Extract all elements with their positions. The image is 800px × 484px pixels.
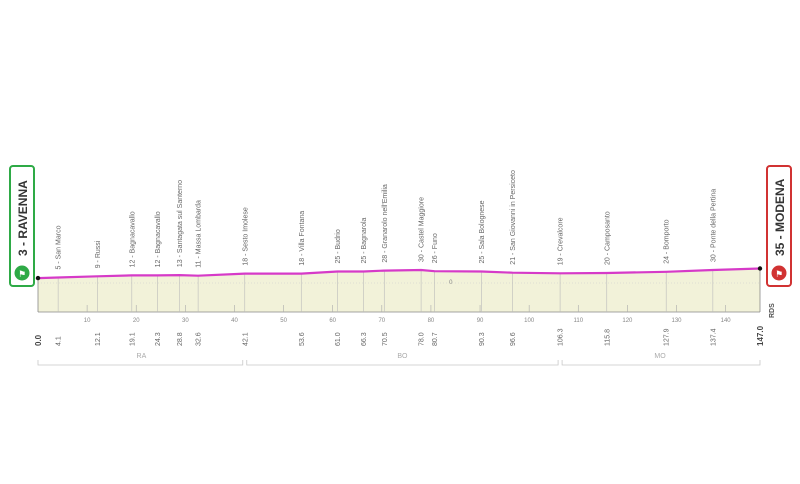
waypoint-km-label: 42.1 [242, 332, 249, 346]
waypoint-place-label: 18 - Villa Fontana [299, 211, 306, 266]
x-tick-label: 140 [721, 318, 732, 324]
waypoint-place-label: 28 - Granarolo nell'Emilia [382, 184, 389, 262]
waypoint-km-label: 4.1 [56, 336, 63, 346]
start-finish-markers: 3 - RAVENNA ⚑ 0.0 35 - MODENA ⚑ 147.0 RDS [9, 165, 792, 346]
waypoint-km-label: 19.1 [129, 332, 136, 346]
waypoint-labels: 5 - San Marco 4.1 9 - Russi 12.1 12 - Bagnac… [56, 170, 718, 346]
waypoint-km-label: 24.3 [155, 332, 162, 346]
waypoint-drop-lines [57, 270, 714, 312]
x-tick-label: 110 [573, 318, 583, 324]
x-tick-label: 40 [231, 318, 238, 324]
start-town-label: 3 - RAVENNA [16, 180, 30, 256]
x-axis-ticks: 10 20 30 40 50 60 70 80 90 100 110 120 130 140 [84, 305, 732, 324]
x-tick-label: 100 [524, 318, 535, 324]
profile-line [37, 267, 761, 280]
x-tick-label: 130 [671, 318, 682, 324]
x-tick-label: 50 [280, 318, 287, 324]
region-bracket [246, 360, 559, 366]
region-label: MO [654, 353, 666, 360]
finish-badge [771, 265, 787, 281]
x-tick-label: 30 [182, 318, 189, 324]
brand-logo: RDS [769, 303, 776, 318]
x-tick-label: 60 [329, 318, 336, 324]
profile-area-fill [38, 268, 760, 312]
waypoint-km-label: 80.7 [432, 332, 439, 346]
finish-town-label: 35 - MODENA [773, 178, 787, 256]
x-tick-label: 10 [84, 318, 91, 324]
waypoint-km-label: 137.4 [710, 328, 717, 346]
start-dot [35, 275, 41, 281]
region-label: RA [137, 353, 147, 360]
profile-line-group [37, 267, 761, 280]
waypoint-place-label: 26 - Funo [432, 233, 439, 263]
x-tick-label: 80 [428, 318, 435, 324]
waypoint-place-label: 19 - Crevalcore [558, 217, 565, 265]
waypoint-place-label: 12 - Bagnacavallo [155, 211, 162, 267]
waypoint-km-label: 70.5 [382, 332, 389, 346]
waypoint-place-label: 18 - Sesto Imolese [242, 207, 249, 265]
finish-label-box [766, 165, 792, 287]
waypoint-km-label: 61.0 [335, 332, 342, 346]
waypoint-km-label: 66.3 [361, 332, 368, 346]
waypoint-place-label: 25 - Sala Bolognese [479, 200, 486, 263]
waypoint-km-label: 90.3 [479, 332, 486, 346]
x-tick-label: 90 [477, 318, 484, 324]
x-tick-label: 20 [133, 318, 140, 324]
waypoint-km-label: 12.1 [95, 332, 102, 346]
profile-area [37, 268, 761, 313]
waypoint-km-label: 28.8 [177, 332, 184, 346]
waypoint-km-label: 115.8 [604, 329, 611, 346]
x-tick-label: 120 [622, 318, 633, 324]
waypoint-km-label: 106.3 [558, 328, 565, 346]
region-bracket [561, 360, 761, 366]
waypoint-place-label: 25 - Budrio [335, 229, 342, 263]
waypoint-km-label: 32.6 [196, 332, 203, 346]
waypoint-place-label: 9 - Russi [95, 240, 102, 268]
finish-flag-icon: ⚑ [775, 270, 783, 280]
waypoint-place-label: 13 - Santagata sul Santerno [177, 180, 184, 267]
finish-dot [757, 266, 763, 271]
start-km-label: 0.0 [34, 334, 43, 346]
region-brackets: RA BO MO [37, 353, 761, 366]
waypoint-km-label: 96.6 [510, 332, 517, 346]
waypoint-place-label: 20 - Camposanto [604, 211, 611, 265]
start-flag-icon: ⚑ [18, 270, 26, 280]
finish-km-label: 147.0 [756, 325, 765, 346]
waypoint-place-label: 11 - Massa Lombarda [196, 200, 203, 268]
waypoint-km-label: 53.6 [299, 332, 306, 346]
start-badge [14, 265, 30, 281]
waypoint-place-label: 25 - Bagnarola [361, 217, 368, 263]
profile-marker-note: 0 [449, 280, 453, 286]
waypoint-place-label: 30 - Castel Maggiore [419, 197, 426, 262]
region-bracket [37, 360, 244, 366]
region-label: BO [397, 353, 408, 360]
waypoint-place-label: 12 - Bagnacavallo [129, 211, 136, 267]
waypoint-place-label: 5 - San Marco [56, 225, 63, 269]
waypoint-place-label: 30 - Ponte della Pertina [710, 189, 717, 262]
waypoint-place-label: 24 - Bomporto [664, 219, 671, 263]
waypoint-place-label: 21 - San Giovanni in Persiceto [510, 170, 517, 265]
start-label-box [9, 165, 35, 287]
x-tick-label: 70 [378, 318, 385, 324]
waypoint-km-label: 127.9 [664, 328, 671, 346]
waypoint-km-label: 78.0 [419, 332, 426, 346]
